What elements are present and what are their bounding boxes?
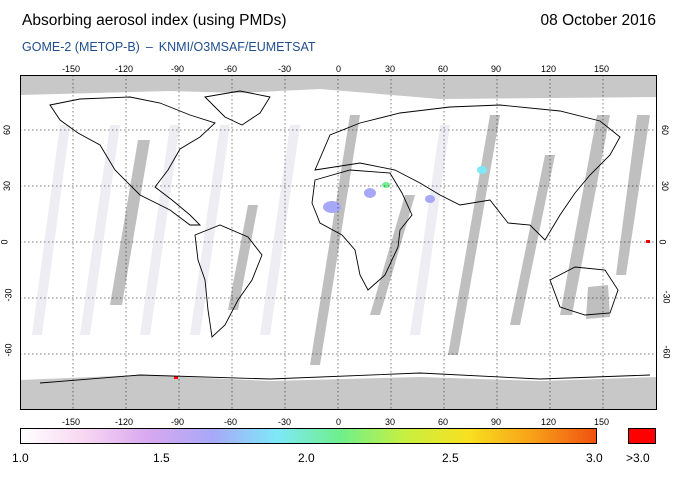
overflow-swatch (628, 428, 656, 444)
aerosol-hotspot (646, 240, 650, 243)
lon-tick-top: 90 (491, 64, 502, 74)
colorbar-label: 3.0 (586, 451, 603, 465)
aerosol-hotspot (174, 376, 178, 379)
lon-tick-bottom: -30 (278, 417, 292, 427)
lon-tick-bottom: 0 (336, 417, 342, 427)
lon-tick-bottom: -120 (115, 417, 134, 427)
aerosol-patch (477, 166, 487, 174)
swath-stripe (80, 125, 120, 335)
coastlines (39, 90, 651, 384)
lon-tick-bottom: 150 (594, 417, 610, 427)
orbit-gap (448, 115, 500, 355)
colorbar-border (20, 428, 597, 444)
colorbar-label: 1.5 (153, 451, 170, 465)
lat-tick-right: 0 (657, 239, 668, 245)
colorbar-label: 2.0 (298, 451, 315, 465)
arctic-no-data (20, 75, 657, 99)
orbit-gap (510, 155, 555, 325)
lat-tick-left: -30 (3, 288, 14, 302)
lat-tick-right: -30 (661, 290, 672, 304)
antarctica-coast (39, 372, 651, 384)
lon-tick-top: -120 (115, 64, 134, 74)
colorbar-label: 2.5 (442, 451, 459, 465)
lon-tick-top: 150 (594, 64, 610, 74)
colorbar (20, 428, 597, 444)
lon-tick-bottom: 30 (385, 417, 396, 427)
colorbar-gradient (20, 428, 597, 444)
lon-tick-top: 30 (385, 64, 396, 74)
aerosol-patch (425, 195, 435, 203)
lon-tick-bottom: 120 (541, 417, 557, 427)
instrument-label: GOME-2 (METOP-B) (22, 40, 140, 54)
source-label: KNMI/O3MSAF/EUMETSAT (158, 40, 316, 54)
orbit-gap (110, 140, 150, 305)
orbit-gap (228, 205, 258, 310)
lon-tick-top: -60 (224, 64, 238, 74)
australia-coast (549, 266, 619, 316)
lat-tick-right: 60 (660, 124, 671, 136)
swath-stripe (140, 125, 180, 335)
lat-tick-left: -60 (3, 343, 14, 357)
subtitle-separator: – (145, 40, 153, 54)
colorbar-label: 1.0 (12, 451, 29, 465)
orbit-gaps (110, 115, 650, 365)
lon-tick-top: 0 (336, 64, 342, 74)
lat-tick-right: -60 (661, 345, 672, 359)
south-america-coast (194, 224, 263, 338)
lon-tick-bottom: -150 (62, 417, 81, 427)
lat-tick-left: 60 (2, 124, 13, 136)
lon-tick-top: -30 (278, 64, 292, 74)
map-border (20, 75, 657, 410)
lon-tick-bottom: -60 (224, 417, 238, 427)
swath-stripes (32, 125, 450, 335)
orbit-gap (310, 115, 360, 365)
map-subtitle: GOME-2 (METOP-B) – KNMI/O3MSAF/EUMETSAT (22, 40, 316, 54)
swath-stripe (260, 125, 300, 335)
aerosol-patch (364, 188, 376, 198)
swath-stripe (32, 125, 70, 335)
aerosol-patch (323, 201, 341, 213)
swath-stripe (410, 125, 450, 335)
lon-tick-top: 120 (541, 64, 557, 74)
lon-tick-top: -150 (62, 64, 81, 74)
map-title: Absorbing aerosol index (using PMDs) (22, 12, 287, 29)
orbit-gap (616, 115, 650, 275)
map-date: 08 October 2016 (540, 12, 656, 29)
eurasia-coast (314, 104, 621, 241)
north-america-coast (49, 96, 216, 226)
lon-tick-bottom: 90 (491, 417, 502, 427)
lat-tick-left: 30 (2, 180, 13, 192)
overflow-label: >3.0 (626, 451, 650, 465)
orbit-gap (586, 285, 610, 319)
world-map (20, 75, 657, 410)
orbit-gap (560, 115, 610, 315)
lat-tick-left: 0 (0, 239, 10, 245)
lon-tick-bottom: -90 (171, 417, 185, 427)
aerosol-patches (174, 166, 650, 379)
lon-tick-top: 60 (438, 64, 449, 74)
lon-tick-bottom: 60 (438, 417, 449, 427)
greenland-coast (204, 90, 271, 126)
aerosol-patch (382, 182, 390, 188)
lon-tick-top: -90 (171, 64, 185, 74)
africa-coast (311, 169, 413, 291)
lat-tick-right: 30 (660, 180, 671, 192)
swath-stripe (190, 125, 230, 335)
